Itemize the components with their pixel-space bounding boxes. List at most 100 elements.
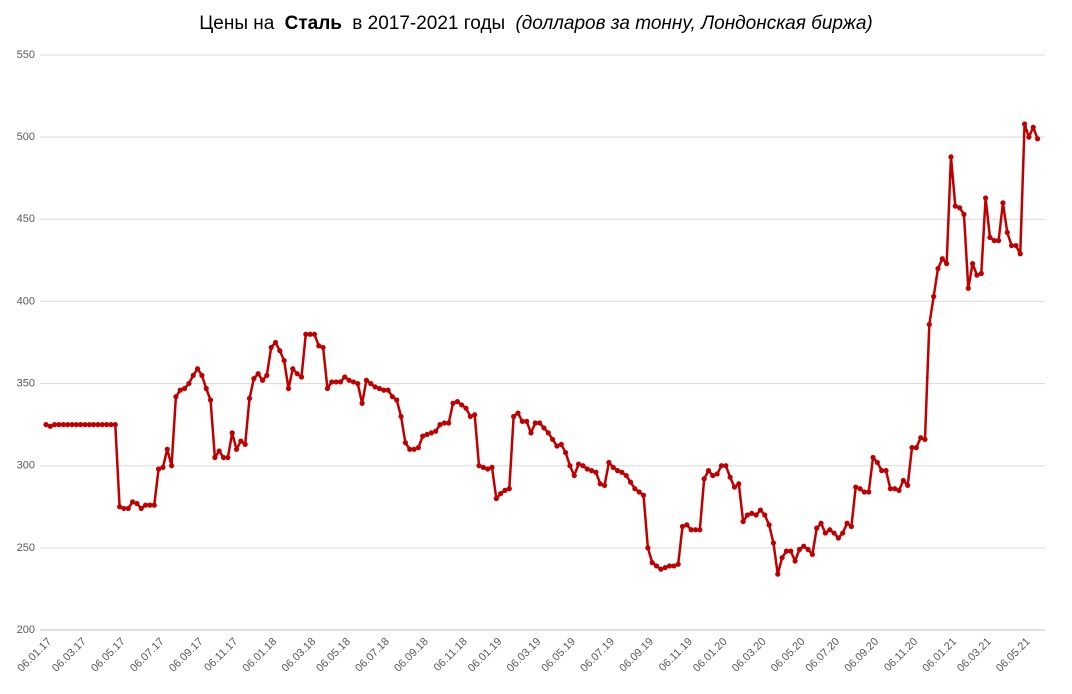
point xyxy=(454,399,460,405)
point xyxy=(896,487,902,493)
title-italic: (долларов за тонну, Лондонская биржа) xyxy=(515,13,872,34)
point xyxy=(255,371,261,377)
point xyxy=(493,495,499,502)
point xyxy=(108,422,114,428)
point xyxy=(679,523,686,530)
point xyxy=(584,466,590,472)
point xyxy=(476,463,482,469)
point xyxy=(840,530,846,536)
point xyxy=(727,474,733,480)
point xyxy=(95,422,101,428)
point xyxy=(961,211,967,217)
point xyxy=(935,265,941,272)
point xyxy=(996,238,1002,244)
x-tick-label: 06.05.18 xyxy=(314,636,353,675)
point xyxy=(991,238,997,244)
x-tick-label: 06.03.21 xyxy=(955,636,994,675)
point xyxy=(381,387,387,393)
point xyxy=(350,379,357,385)
point xyxy=(272,339,279,346)
point xyxy=(320,344,326,351)
point xyxy=(117,504,123,510)
x-tick-label: 06.03.18 xyxy=(280,636,319,675)
point xyxy=(511,413,517,420)
chart-title: Цены на Сталь в 2017-2021 годы (долларов… xyxy=(199,13,872,34)
point xyxy=(723,463,729,469)
point xyxy=(73,422,79,428)
x-tick-label: 06.07.17 xyxy=(128,636,167,675)
point xyxy=(796,546,803,553)
point xyxy=(848,523,854,530)
point xyxy=(792,558,798,564)
point xyxy=(472,412,478,418)
point xyxy=(316,343,322,349)
title-middle: в 2017-2021 годы xyxy=(352,13,505,34)
point xyxy=(541,425,547,431)
x-tick-label: 06.01.18 xyxy=(241,636,280,675)
point xyxy=(294,371,300,377)
x-tick-label: 06.05.20 xyxy=(769,636,808,675)
point xyxy=(918,435,924,441)
x-tick-label: 06.03.20 xyxy=(730,636,769,675)
point xyxy=(952,203,958,209)
x-tick-label: 06.09.18 xyxy=(392,636,431,675)
point xyxy=(753,512,759,518)
point xyxy=(814,525,820,531)
x-tick-label: 06.07.20 xyxy=(803,636,842,675)
point xyxy=(779,555,785,561)
point xyxy=(701,476,707,482)
x-tick-label: 06.11.17 xyxy=(202,636,240,674)
point xyxy=(130,499,136,505)
x-tick-label: 06.01.17 xyxy=(15,636,54,675)
point xyxy=(913,445,919,451)
point xyxy=(922,436,928,443)
price-line xyxy=(45,122,1039,576)
point xyxy=(86,422,92,428)
point xyxy=(554,443,560,449)
point xyxy=(424,431,430,438)
point xyxy=(550,436,556,443)
point xyxy=(835,535,841,541)
point xyxy=(277,348,283,354)
point xyxy=(372,384,378,390)
point xyxy=(56,422,62,428)
point xyxy=(809,551,816,558)
point xyxy=(775,571,781,577)
point xyxy=(324,385,331,392)
point xyxy=(563,449,569,456)
point xyxy=(376,385,383,392)
point xyxy=(1008,242,1015,249)
y-tick-label: 500 xyxy=(17,131,35,143)
point xyxy=(238,438,244,444)
point xyxy=(766,522,772,528)
point xyxy=(970,261,976,267)
point xyxy=(632,486,638,492)
point xyxy=(866,489,872,495)
point xyxy=(545,430,551,436)
point xyxy=(974,272,980,278)
point xyxy=(389,394,395,400)
point xyxy=(900,477,906,484)
point xyxy=(640,492,647,498)
x-tick-label: 06.11.18 xyxy=(432,636,470,674)
x-tick-label: 06.11.20 xyxy=(882,636,920,674)
point xyxy=(844,520,850,526)
point xyxy=(524,418,530,424)
point xyxy=(415,445,421,451)
point xyxy=(168,463,175,469)
point xyxy=(463,405,469,411)
point xyxy=(502,487,508,493)
point xyxy=(614,468,621,474)
point xyxy=(220,454,227,461)
point xyxy=(857,486,863,492)
point xyxy=(394,397,400,403)
point xyxy=(705,468,712,474)
point xyxy=(718,463,725,469)
point xyxy=(588,468,595,474)
x-tick-label: 06.11.19 xyxy=(657,636,695,674)
point xyxy=(346,377,352,383)
point xyxy=(653,563,660,569)
y-tick-label: 200 xyxy=(17,624,35,636)
point xyxy=(216,448,222,454)
point xyxy=(619,469,625,475)
